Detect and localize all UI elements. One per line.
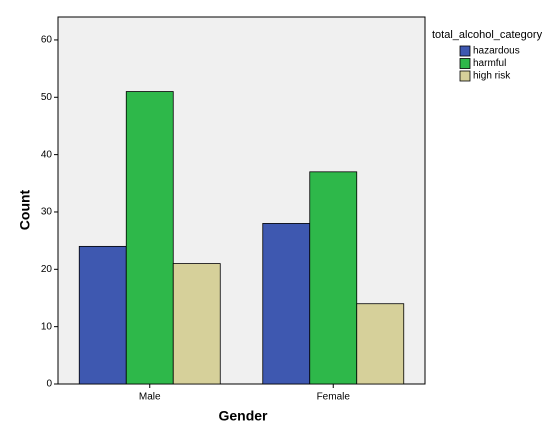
legend-label: high risk — [473, 71, 511, 82]
x-axis-title: Gender — [218, 408, 268, 424]
bar — [172, 263, 221, 385]
y-tick-label: 20 — [41, 264, 53, 275]
legend-title: total_alcohol_category — [432, 29, 543, 41]
y-axis-title: Count — [17, 189, 33, 230]
bar — [356, 303, 405, 385]
y-tick-label: 0 — [46, 379, 52, 390]
y-tick-label: 50 — [41, 92, 53, 103]
y-tick-label: 40 — [41, 149, 53, 160]
legend-swatch — [459, 70, 471, 82]
bar — [78, 245, 127, 385]
legend-swatch — [459, 45, 471, 57]
bar — [309, 171, 358, 385]
y-tick-label: 60 — [41, 35, 53, 46]
x-tick-label: Male — [139, 392, 161, 403]
y-tick-label: 30 — [41, 207, 53, 218]
legend-label: hazardous — [473, 46, 520, 57]
bar — [262, 223, 311, 385]
y-tick-label: 10 — [41, 321, 53, 332]
legend-swatch — [459, 58, 471, 69]
x-tick-label: Female — [317, 392, 351, 403]
bar — [125, 91, 174, 385]
legend-label: harmful — [473, 58, 506, 69]
